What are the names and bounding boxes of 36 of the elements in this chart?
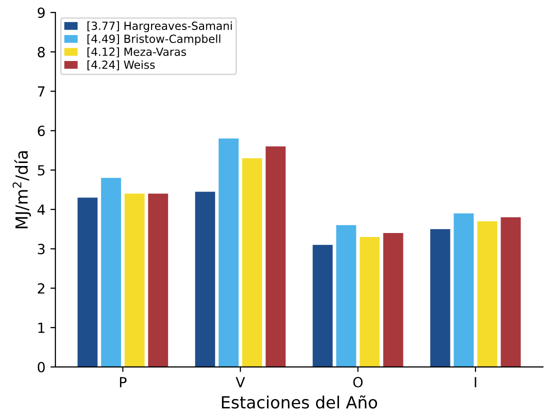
y-tick-label: 4 [38, 204, 45, 215]
y-tick-label: 9 [38, 7, 45, 18]
bar [477, 221, 498, 367]
legend-label: [4.24] Weiss [87, 60, 155, 70]
x-tick-label: V [236, 377, 246, 388]
bar [218, 138, 239, 367]
bar [500, 217, 521, 367]
legend-label: [4.49] Bristow-Campbell [87, 34, 220, 46]
legend-label: [3.77] Hargreaves-Samani [87, 21, 232, 32]
bar [312, 244, 333, 367]
y-tick-label: 2 [38, 283, 44, 294]
x-tick-label: I [474, 377, 476, 388]
bar [360, 236, 380, 367]
legend-label: [4.12] Meza-Varas [87, 47, 186, 58]
bar [242, 158, 262, 367]
bar [336, 225, 356, 367]
bar [383, 233, 404, 367]
bar [266, 146, 286, 367]
y-tick-label: 8 [38, 46, 45, 58]
y-tick-label: 6 [38, 126, 45, 136]
y-tick-label: 0 [38, 362, 45, 372]
x-tick-label: P [120, 377, 127, 388]
x-axis-title: Estaciones del Año [222, 395, 378, 409]
bar [101, 178, 122, 367]
y-tick-label: 5 [38, 165, 44, 176]
x-tick-label: O [353, 376, 363, 388]
bar [78, 198, 98, 367]
y-axis-title: MJ/m$^{2}$/día [12, 151, 31, 228]
y-tick-label: 3 [38, 244, 45, 254]
y-tick-label: 7 [38, 86, 44, 97]
bar [124, 194, 145, 367]
y-tick-label: 1 [38, 322, 44, 333]
bar [195, 192, 216, 367]
bar [148, 194, 168, 367]
bar [454, 213, 474, 367]
bar [430, 229, 450, 367]
